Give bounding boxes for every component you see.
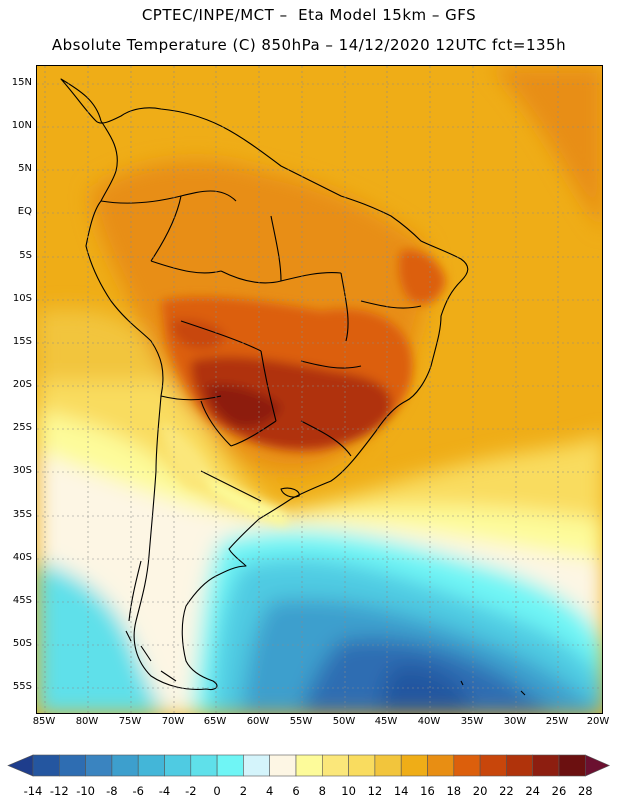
colorbar-label: 26 bbox=[551, 784, 567, 798]
colorbar-label: 6 bbox=[292, 784, 300, 798]
colorbar-swatch bbox=[269, 754, 297, 777]
lat-label: 10S bbox=[12, 293, 32, 304]
colorbar-arrow-low bbox=[7, 754, 34, 777]
lon-label: 70W bbox=[161, 716, 185, 727]
colorbar-label: 16 bbox=[420, 784, 435, 798]
lon-label: 20W bbox=[586, 716, 610, 727]
lat-label: 5S bbox=[19, 250, 32, 261]
lat-label: 35S bbox=[12, 509, 32, 520]
lat-label: 15S bbox=[12, 336, 32, 347]
colorbar-label: -14 bbox=[23, 784, 43, 798]
colorbar-label: -2 bbox=[185, 784, 197, 798]
colorbar-swatch bbox=[479, 754, 507, 777]
colorbar-label: -4 bbox=[158, 784, 171, 798]
lat-label: 5N bbox=[18, 163, 32, 174]
coastline-borders bbox=[60, 78, 526, 696]
chart-subtitle: Absolute Temperature (C) 850hPa – 14/12/… bbox=[51, 36, 567, 54]
temperature-map bbox=[36, 65, 603, 714]
colorbar-swatch bbox=[453, 754, 481, 777]
colorbar-swatch bbox=[427, 754, 455, 777]
lon-label: 25W bbox=[545, 716, 569, 727]
colorbar-label: -10 bbox=[76, 784, 95, 798]
colorbar-swatch bbox=[216, 754, 244, 777]
colorbar-label: 22 bbox=[499, 784, 514, 798]
colorbar-swatch bbox=[348, 754, 376, 777]
colorbar-swatch bbox=[558, 754, 586, 777]
lon-label: 80W bbox=[75, 716, 99, 727]
colorbar-label: 2 bbox=[239, 784, 248, 798]
colorbar-swatch bbox=[58, 754, 86, 777]
lon-label: 50W bbox=[332, 716, 356, 727]
colorbar-label: 0 bbox=[213, 784, 221, 798]
colorbar-label: -6 bbox=[132, 784, 144, 798]
lat-label: 40S bbox=[12, 552, 32, 563]
colorbar-swatch bbox=[111, 754, 139, 777]
lat-label: 45S bbox=[12, 595, 32, 606]
lat-label: 55S bbox=[12, 681, 32, 692]
colorbar-label: -8 bbox=[106, 784, 118, 798]
colorbar-label: 12 bbox=[367, 784, 383, 798]
chart-title: CPTEC/INPE/MCT – Eta Model 15km – GFS bbox=[141, 6, 477, 24]
lon-label: 45W bbox=[374, 716, 398, 727]
colorbar-swatch bbox=[295, 754, 323, 777]
lon-label: 30W bbox=[503, 716, 527, 727]
colorbar-swatch bbox=[506, 754, 533, 777]
lat-label: 10N bbox=[11, 120, 32, 131]
temperature-field bbox=[37, 66, 602, 713]
lon-label: 75W bbox=[118, 716, 142, 727]
colorbar-swatches bbox=[7, 754, 611, 777]
lon-label: 35W bbox=[460, 716, 484, 727]
lon-label: 40W bbox=[417, 716, 441, 727]
colorbar bbox=[7, 754, 611, 777]
lat-label: 30S bbox=[12, 465, 32, 476]
colorbar-label: 8 bbox=[318, 784, 326, 798]
lat-label: 50S bbox=[12, 638, 32, 649]
colorbar-swatch bbox=[400, 754, 428, 777]
lon-label: 65W bbox=[203, 716, 227, 727]
colorbar-swatch bbox=[32, 754, 60, 777]
lat-label: 25S bbox=[12, 422, 32, 433]
map-canvas bbox=[37, 66, 602, 713]
colorbar-swatch bbox=[532, 754, 560, 777]
colorbar-label: 28 bbox=[577, 784, 593, 798]
colorbar-swatch bbox=[85, 754, 113, 777]
lon-label: 55W bbox=[289, 716, 313, 727]
colorbar-swatch bbox=[374, 754, 402, 777]
colorbar-swatch bbox=[321, 754, 349, 777]
graticule bbox=[37, 66, 602, 713]
lon-label: 85W bbox=[32, 716, 56, 727]
colorbar-label: 20 bbox=[472, 784, 488, 798]
colorbar-swatch bbox=[243, 754, 270, 777]
colorbar-label: 14 bbox=[393, 784, 409, 798]
colorbar-swatch bbox=[164, 754, 192, 777]
colorbar-label: 24 bbox=[525, 784, 540, 798]
colorbar-label: 10 bbox=[341, 784, 356, 798]
colorbar-arrow-high bbox=[584, 754, 611, 777]
colorbar-swatch bbox=[190, 754, 218, 777]
colorbar-label: -12 bbox=[49, 784, 69, 798]
lat-label: EQ bbox=[17, 206, 32, 217]
lon-label: 60W bbox=[246, 716, 270, 727]
lat-label: 15N bbox=[11, 77, 32, 88]
colorbar-swatch bbox=[137, 754, 165, 777]
colorbar-label: 18 bbox=[446, 784, 462, 798]
colorbar-label: 4 bbox=[266, 784, 274, 798]
lat-label: 20S bbox=[12, 379, 32, 390]
